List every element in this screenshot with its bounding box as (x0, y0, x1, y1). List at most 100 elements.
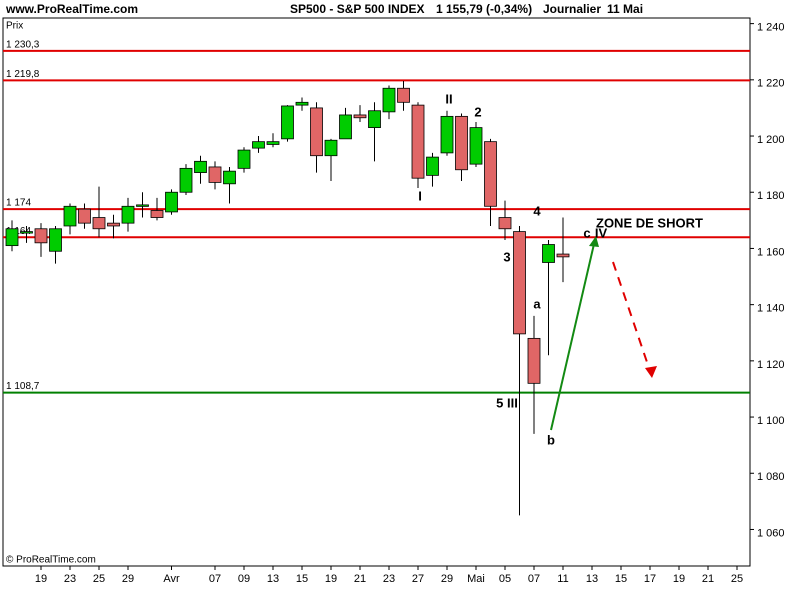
candle-body (527, 337, 541, 384)
candle-body (20, 231, 33, 234)
candle-body (455, 115, 468, 171)
x-tick-label: 19 (673, 573, 685, 585)
plot: 1 230,3 1 219,8 1 174 1 164 1 108,7 (3, 40, 750, 516)
candle-body (484, 141, 497, 207)
level-label: 1 108,7 (6, 381, 40, 392)
candle-body (513, 231, 526, 335)
candle-body (339, 114, 352, 140)
down-arrow (612, 261, 650, 369)
candle-body (310, 107, 323, 157)
candle-body (498, 217, 512, 230)
x-tick-label: 23 (64, 573, 76, 585)
y-tick-label: 1 180 (757, 190, 785, 202)
date: 11 Mai (607, 2, 643, 16)
candle-body (136, 204, 149, 207)
x-tick-label: 29 (441, 573, 453, 585)
x-tick-label: 27 (412, 573, 424, 585)
y-label: Prix (6, 21, 23, 32)
candle-body (382, 87, 396, 113)
chart-title: SP500 - S&P 500 INDEX (290, 2, 425, 16)
candle-body (63, 205, 77, 227)
x-tick-label: 21 (354, 573, 366, 585)
x-tick-label: 29 (122, 573, 134, 585)
annotation: 3 (503, 249, 510, 264)
annotation: 4 (533, 203, 541, 218)
x-tick-label: 19 (325, 573, 337, 585)
x-tick-label: Mai (467, 573, 485, 585)
annotation: IV (595, 225, 608, 240)
candle-body (165, 191, 178, 213)
y-tick-label: 1 120 (757, 359, 785, 371)
x-tick-label: 25 (93, 573, 105, 585)
annotation: c (583, 225, 590, 240)
source: www.ProRealTime.com (5, 2, 138, 16)
annotation: ZONE DE SHORT (596, 215, 703, 230)
y-tick-label: 1 060 (757, 527, 785, 539)
annotation: 2 (474, 104, 481, 119)
level-label: 1 164 (6, 226, 31, 237)
price: 1 155,79 (-0,34%) (436, 2, 532, 16)
candle-body (49, 228, 62, 252)
x-tick-label: 15 (296, 573, 308, 585)
up-arrow (550, 243, 595, 431)
x-tick-label: 21 (702, 573, 714, 585)
x-tick-label: 19 (35, 573, 47, 585)
footer: © ProRealTime.com (6, 555, 96, 566)
x-tick-label: 07 (528, 573, 540, 585)
candle-body (121, 205, 135, 224)
annotation: II (445, 91, 452, 106)
candle-body (353, 114, 367, 119)
candle-body (150, 210, 164, 218)
x-tick-label: 13 (586, 573, 598, 585)
candle-body (556, 253, 570, 258)
candle-body (78, 208, 91, 224)
candle-body (469, 127, 483, 165)
candle-body (194, 160, 207, 173)
candle-body (5, 228, 19, 247)
x-tick-label: 07 (209, 573, 221, 585)
arrow-head (645, 366, 657, 378)
annotation: 5 III (496, 395, 518, 410)
x-tick-label: Avr (163, 573, 180, 585)
y-tick-label: 1 140 (757, 303, 785, 315)
candle-body (223, 170, 236, 185)
candle-body (281, 105, 294, 140)
candle-body (440, 115, 454, 154)
x-tick-label: 11 (557, 573, 568, 585)
candle-body (397, 87, 410, 103)
annotation: a (533, 296, 541, 311)
x-tick-label: 09 (238, 573, 250, 585)
x-tick-label: 13 (267, 573, 279, 585)
y-tick-label: 1 160 (757, 246, 785, 258)
y-tick-label: 1 080 (757, 471, 785, 483)
plot-frame (2, 17, 751, 567)
annotation: I (418, 188, 422, 203)
arrows (550, 236, 657, 431)
candle-body (368, 110, 381, 129)
level-label: 1 219,8 (6, 69, 40, 80)
y-tick-label: 1 200 (757, 134, 785, 146)
candle-body (107, 222, 120, 227)
candle-body (324, 139, 338, 157)
x-tick-label: 25 (731, 573, 743, 585)
level-label: 1 230,3 (6, 40, 40, 51)
candle-body (208, 166, 222, 183)
candle-body (92, 217, 106, 230)
level-label: 1 174 (6, 198, 31, 209)
x-tick-label: 15 (615, 573, 627, 585)
candle-body (237, 149, 251, 169)
x-tick-label: 05 (499, 573, 511, 585)
y-tick-label: 1 100 (757, 415, 785, 427)
annotation: b (547, 432, 555, 447)
y-tick-label: 1 240 (757, 22, 785, 34)
y-tick-label: 1 220 (757, 78, 785, 90)
candle-body (34, 228, 48, 244)
candle-body (252, 141, 265, 149)
candle-body (411, 104, 425, 179)
x-tick-label: 17 (644, 573, 656, 585)
arrow-head (589, 236, 599, 247)
period: Journalier (543, 2, 601, 16)
candle-body (179, 167, 193, 193)
